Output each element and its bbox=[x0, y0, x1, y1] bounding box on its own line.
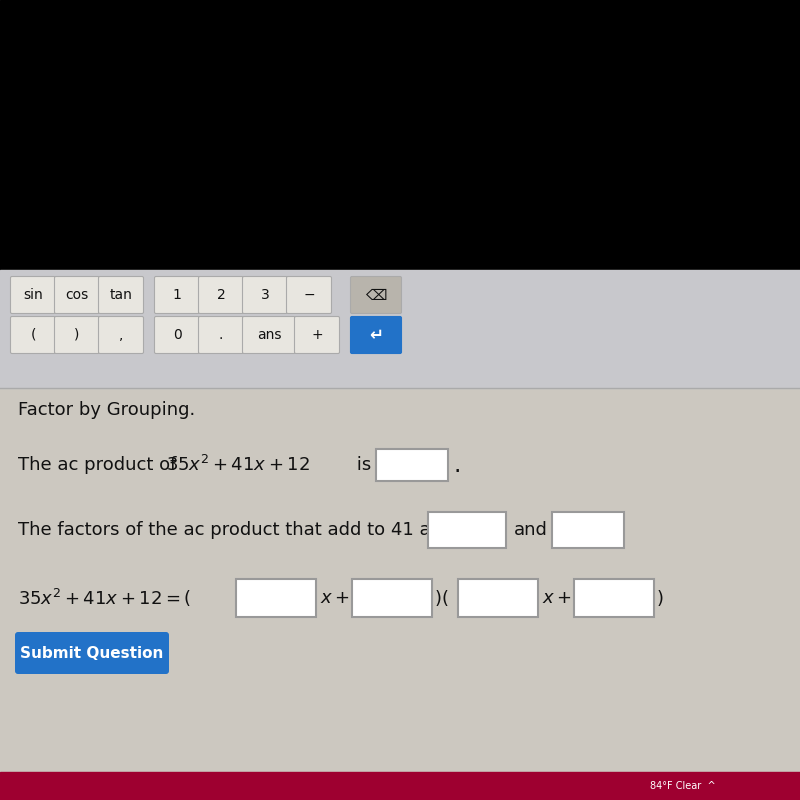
Text: ,: , bbox=[119, 328, 123, 342]
Text: Submit Question: Submit Question bbox=[20, 646, 164, 661]
Bar bbox=[0, 270, 800, 388]
Text: (: ( bbox=[30, 328, 36, 342]
Bar bbox=[0, 0, 800, 270]
Text: ⌫: ⌫ bbox=[365, 287, 387, 302]
Text: $)$: $)$ bbox=[656, 588, 663, 608]
FancyBboxPatch shape bbox=[242, 277, 287, 314]
Text: .: . bbox=[219, 328, 223, 342]
Text: −: − bbox=[303, 288, 315, 302]
FancyBboxPatch shape bbox=[242, 317, 295, 354]
FancyBboxPatch shape bbox=[198, 317, 243, 354]
Text: 0: 0 bbox=[173, 328, 182, 342]
Text: .: . bbox=[454, 453, 462, 477]
FancyBboxPatch shape bbox=[54, 317, 99, 354]
Text: 1: 1 bbox=[173, 288, 182, 302]
FancyBboxPatch shape bbox=[376, 449, 448, 481]
Text: 2: 2 bbox=[217, 288, 226, 302]
FancyBboxPatch shape bbox=[350, 277, 402, 314]
Text: is: is bbox=[351, 456, 371, 474]
FancyBboxPatch shape bbox=[54, 277, 99, 314]
FancyBboxPatch shape bbox=[458, 579, 538, 617]
FancyBboxPatch shape bbox=[154, 277, 199, 314]
Text: Factor by Grouping.: Factor by Grouping. bbox=[18, 401, 195, 419]
FancyBboxPatch shape bbox=[286, 277, 331, 314]
Text: +: + bbox=[311, 328, 323, 342]
Text: ): ) bbox=[74, 328, 80, 342]
FancyBboxPatch shape bbox=[15, 632, 169, 674]
FancyBboxPatch shape bbox=[198, 277, 243, 314]
FancyBboxPatch shape bbox=[10, 277, 55, 314]
FancyBboxPatch shape bbox=[574, 579, 654, 617]
Text: sin: sin bbox=[23, 288, 43, 302]
Text: $x +$: $x +$ bbox=[320, 589, 350, 607]
Text: tan: tan bbox=[110, 288, 133, 302]
FancyBboxPatch shape bbox=[154, 317, 199, 354]
Text: cos: cos bbox=[66, 288, 89, 302]
Text: $)($: $)($ bbox=[434, 588, 449, 608]
Text: $35x^2 + 41x + 12$: $35x^2 + 41x + 12$ bbox=[166, 455, 310, 475]
FancyBboxPatch shape bbox=[98, 317, 143, 354]
FancyBboxPatch shape bbox=[10, 317, 55, 354]
Text: 84°F Clear  ^: 84°F Clear ^ bbox=[650, 781, 716, 791]
Text: $x +$: $x +$ bbox=[542, 589, 572, 607]
Text: The factors of the ac product that add to 41 are: The factors of the ac product that add t… bbox=[18, 521, 449, 539]
FancyBboxPatch shape bbox=[236, 579, 316, 617]
Text: $35x^2 + 41x + 12 = ($: $35x^2 + 41x + 12 = ($ bbox=[18, 587, 191, 609]
Text: ans: ans bbox=[257, 328, 282, 342]
Bar bbox=[0, 772, 800, 800]
FancyBboxPatch shape bbox=[294, 317, 339, 354]
Text: and: and bbox=[514, 521, 548, 539]
FancyBboxPatch shape bbox=[552, 512, 624, 548]
Text: The ac product of: The ac product of bbox=[18, 456, 182, 474]
FancyBboxPatch shape bbox=[352, 579, 432, 617]
Text: 3: 3 bbox=[261, 288, 270, 302]
FancyBboxPatch shape bbox=[350, 317, 402, 354]
FancyBboxPatch shape bbox=[98, 277, 143, 314]
FancyBboxPatch shape bbox=[428, 512, 506, 548]
Text: ↵: ↵ bbox=[369, 326, 383, 344]
